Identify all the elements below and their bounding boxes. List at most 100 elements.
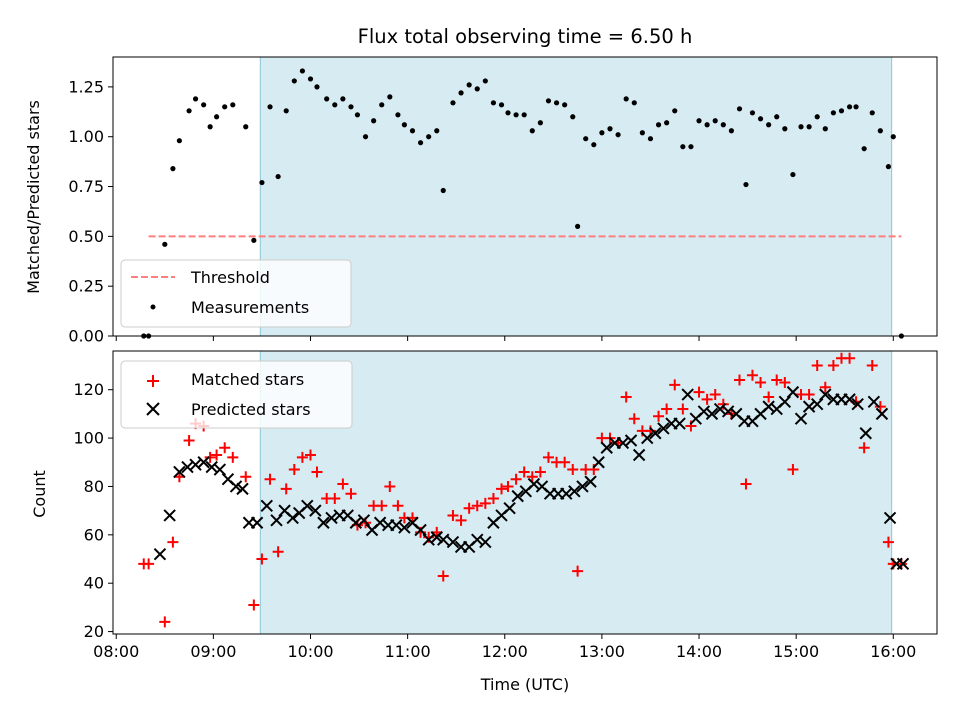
measurement-point <box>583 136 589 142</box>
measurement-point <box>291 78 297 84</box>
matched-stars-point <box>858 442 870 454</box>
predicted-stars-point <box>859 427 872 440</box>
matched-stars-point <box>329 493 341 505</box>
matched-stars-point <box>763 391 775 403</box>
predicted-stars-point <box>794 412 808 425</box>
bottom-y-ticks: 20 40 60 80 100 120 <box>73 380 113 641</box>
legend-predicted-swatch <box>146 402 160 416</box>
measurement-point <box>348 104 354 110</box>
y-tick-label: 40 <box>84 574 104 593</box>
predicted-stars-point <box>867 395 881 409</box>
bottom-axes-frame <box>112 350 938 635</box>
top-legend-box <box>120 259 352 328</box>
matched-stars-point <box>240 471 252 483</box>
matched-stars-point <box>471 500 483 512</box>
matched-stars-point <box>701 393 713 405</box>
matched-stars-point <box>811 360 823 372</box>
measurement-point <box>299 68 306 74</box>
matched-stars-point <box>866 360 878 372</box>
measurement-point <box>696 118 702 124</box>
predicted-stars-point <box>511 489 524 503</box>
predicted-stars-point <box>592 456 605 469</box>
y-tick-label: 80 <box>84 477 104 496</box>
measurement-point <box>846 104 853 110</box>
measurement-point <box>222 104 228 110</box>
measurement-point <box>450 100 456 106</box>
predicted-stars-point <box>503 502 516 515</box>
matched-stars-point <box>572 565 584 577</box>
x-tick-label: 09:00 <box>190 642 236 661</box>
matched-stars-point <box>771 374 783 386</box>
y-tick-label: 0.25 <box>68 277 104 296</box>
measurement-point <box>639 130 645 136</box>
matched-stars-point <box>669 379 681 391</box>
x-tick-label: 13:00 <box>579 642 625 661</box>
predicted-stars-point <box>430 531 443 544</box>
legend-matched-swatch <box>147 375 159 387</box>
measurement-point <box>521 112 527 118</box>
matched-stars-point <box>693 386 705 398</box>
predicted-stars-point <box>286 511 299 525</box>
matched-stars-point <box>211 449 223 461</box>
matched-stars-point <box>542 451 554 463</box>
measurement-point <box>214 114 220 120</box>
predicted-stars-point <box>317 516 330 529</box>
measurement-point <box>466 82 472 88</box>
x-tick-label: 11:00 <box>385 642 431 661</box>
predicted-stars-point <box>896 557 910 571</box>
predicted-stars-point <box>632 448 646 462</box>
measurement-point <box>869 110 875 116</box>
measurement-point <box>505 110 511 116</box>
matched-stars-point <box>620 391 632 403</box>
measurement-point <box>680 144 686 150</box>
measurement-point <box>553 100 560 106</box>
measurement-point <box>877 128 883 134</box>
matched-stars-point <box>559 456 571 468</box>
measurement-point <box>782 126 788 132</box>
matched-stars-point <box>455 514 467 526</box>
matched-stars-point <box>272 546 284 558</box>
predicted-stars-point <box>205 460 218 474</box>
matched-stars-point <box>227 451 239 463</box>
measurement-point <box>838 108 845 114</box>
matched-stars-point <box>463 502 475 514</box>
predicted-stars-point <box>681 388 694 401</box>
predicted-stars-point <box>153 547 167 561</box>
measurement-point <box>307 76 314 82</box>
predicted-stars-point <box>600 441 613 454</box>
y-tick-label: 0.00 <box>68 327 104 346</box>
measurement-point <box>798 124 804 130</box>
x-tick-label: 08:00 <box>93 642 139 661</box>
predicted-stars-point <box>721 405 735 418</box>
matched-stars-point <box>487 493 499 505</box>
measurement-point <box>537 120 543 126</box>
measurement-point <box>830 110 836 116</box>
predicted-stars-point <box>843 393 856 406</box>
matched-stars-point <box>345 488 357 500</box>
measurement-point <box>575 223 581 229</box>
measurement-point <box>340 96 346 102</box>
measurement-point <box>790 171 796 178</box>
measurement-point <box>170 166 176 172</box>
measurement-point <box>728 128 735 134</box>
top-measurement-points <box>141 68 904 339</box>
measurement-point <box>853 104 859 110</box>
predicted-stars-point <box>851 398 864 411</box>
measurement-point <box>162 241 168 247</box>
matched-stars-point <box>167 536 179 548</box>
predicted-stars-point <box>414 523 427 537</box>
predicted-stars-point <box>705 407 719 421</box>
predicted-stars-point <box>309 504 322 517</box>
measurement-point <box>822 126 828 132</box>
measurement-point <box>806 124 812 130</box>
predicted-stars-point <box>398 521 411 534</box>
y-tick-label: 60 <box>84 525 104 544</box>
predicted-stars-point <box>778 395 792 409</box>
matched-stars-point <box>534 466 546 478</box>
legend-threshold-label: Threshold <box>190 268 270 287</box>
predicted-stars-point <box>197 456 210 469</box>
matched-stars-point <box>311 466 323 478</box>
measurement-point <box>192 96 199 102</box>
legend-matched-label: Matched stars <box>191 370 304 389</box>
